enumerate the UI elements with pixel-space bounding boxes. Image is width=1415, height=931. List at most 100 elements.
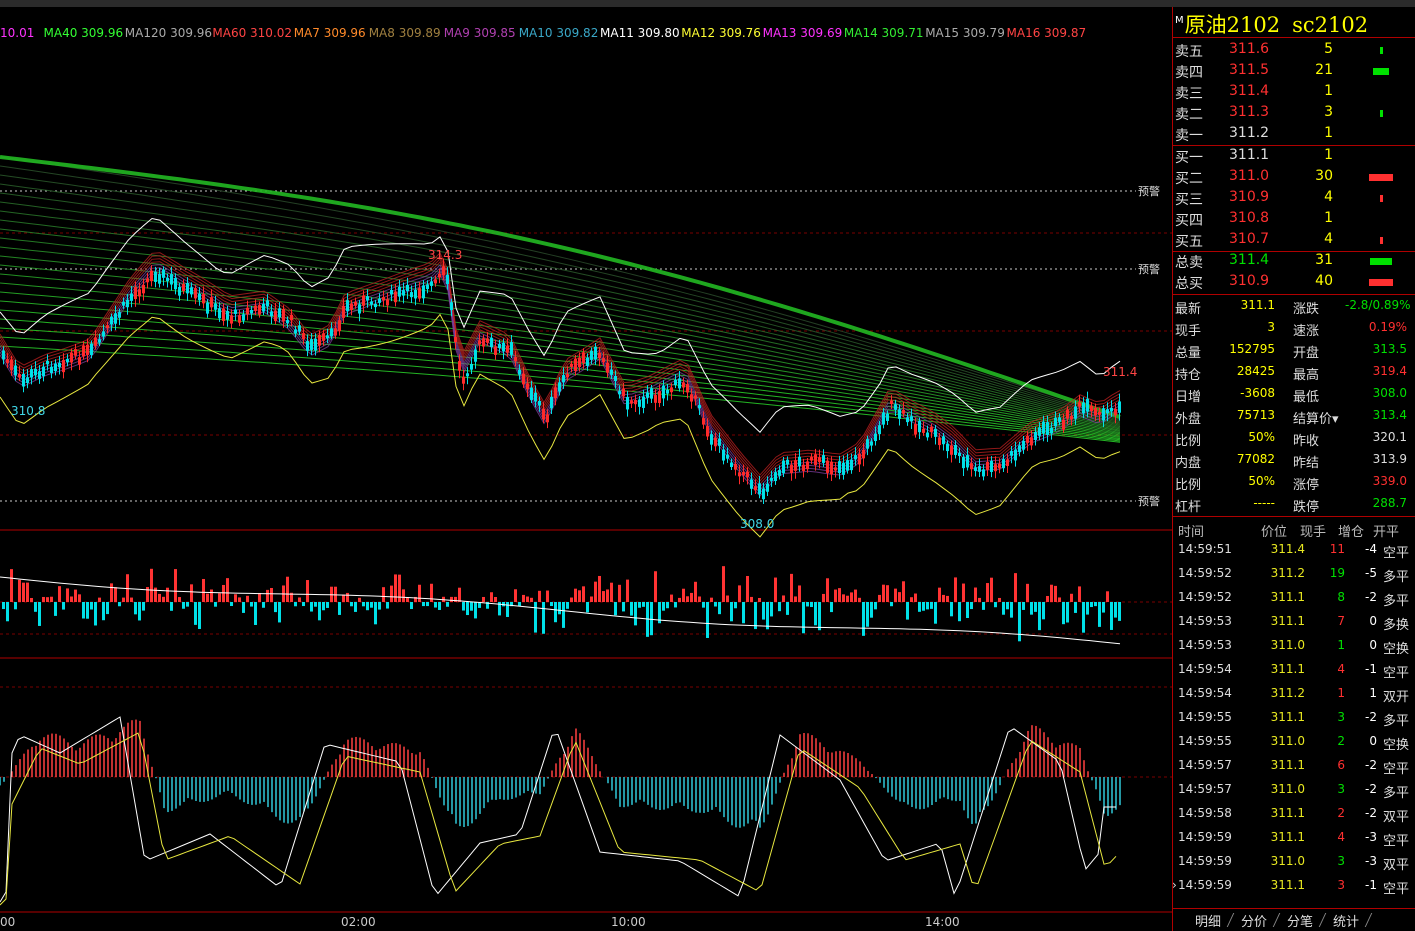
tick-volume: 1 (1337, 638, 1345, 652)
ask-row[interactable]: 卖四 311.5 21 (1173, 61, 1415, 82)
total-row[interactable]: 总卖 311.4 31 (1173, 251, 1415, 272)
tick-time: 14:59:52 (1178, 566, 1232, 580)
stat-label: 涨停 (1293, 478, 1320, 493)
tab-detail[interactable]: 明细 (1195, 911, 1221, 930)
ask-volume: 3 (1324, 104, 1333, 120)
kline-chart-area[interactable]: 10.01 MA40 309.96 MA120 309.96 MA60 310.02 M… (0, 7, 1172, 931)
ask-row[interactable]: 卖五 311.6 5 (1173, 40, 1415, 61)
ask-row[interactable]: 卖一 311.2 1 (1173, 124, 1415, 145)
tab-statistics[interactable]: 统计 (1333, 911, 1359, 930)
low-price-label: 308.0 (740, 517, 774, 531)
tick-oi-change: -2 (1365, 590, 1377, 604)
bid-volume-bar (1379, 237, 1383, 244)
total-price: 311.4 (1229, 252, 1270, 268)
ma-legend-item: MA40 309.96 (44, 26, 124, 40)
tick-price: 311.1 (1270, 878, 1305, 892)
tick-oi-change: 0 (1369, 614, 1377, 628)
tab-price-distribution[interactable]: 分价 (1241, 911, 1267, 930)
tick-row[interactable]: 14:59:55 311.0 2 0 空换 (1173, 730, 1415, 754)
tick-row[interactable]: 14:59:59 311.0 3 -3 双平 (1173, 850, 1415, 874)
tick-row[interactable]: 14:59:52 311.2 19 -5 多平 (1173, 562, 1415, 586)
tick-header-price: 价位 (1261, 525, 1288, 540)
ma-legend-item: 10.01 (0, 26, 34, 40)
bid-row[interactable]: 买四 310.8 1 (1173, 209, 1415, 230)
tick-price: 311.1 (1270, 830, 1305, 844)
stat-label: 最新 (1175, 302, 1202, 317)
tick-time: 14:59:51 (1178, 542, 1232, 556)
bid-label: 买一 (1175, 150, 1203, 166)
tick-oi-change: -3 (1365, 830, 1377, 844)
total-label: 总卖 (1175, 255, 1203, 271)
alert-label-2[interactable]: 预警 (1138, 262, 1160, 276)
stat-label: 最低 (1293, 390, 1320, 405)
stat-label: 开盘 (1293, 346, 1320, 361)
stat-row: 外盘 75713 结算价▾ 313.4 (1173, 406, 1415, 428)
tick-row[interactable]: 14:59:59 311.1 4 -3 空平 (1173, 826, 1415, 850)
tick-price: 311.4 (1270, 542, 1305, 556)
tick-row[interactable]: 14:59:51 311.4 11 -4 空平 (1173, 538, 1415, 562)
tick-header-volume: 现手 (1300, 525, 1327, 540)
total-row[interactable]: 总买 310.9 40 (1173, 272, 1415, 293)
tick-type: 双平 (1383, 858, 1410, 873)
tick-type: 空换 (1383, 738, 1410, 753)
panel-tabs: 明细 分价 分笔 统计 (1173, 908, 1415, 931)
high-price-label: 314.3 (428, 248, 462, 262)
ask-label: 卖四 (1175, 65, 1203, 81)
tick-volume: 2 (1337, 734, 1345, 748)
tick-volume: 3 (1337, 854, 1345, 868)
tick-row[interactable]: 14:59:54 311.2 1 1 双开 (1173, 682, 1415, 706)
tick-price: 311.0 (1270, 734, 1305, 748)
tick-row[interactable]: 14:59:53 311.1 7 0 多换 (1173, 610, 1415, 634)
tick-row[interactable]: 14:59:55 311.1 3 -2 多平 (1173, 706, 1415, 730)
total-volume: 40 (1315, 273, 1333, 289)
macd-pane (0, 716, 1121, 906)
ma-legend-item: MA16 309.87 (1007, 26, 1087, 40)
total-price: 310.9 (1229, 273, 1270, 289)
tick-time: 14:59:59 (1178, 830, 1232, 844)
stat-value: 308.0 (1372, 386, 1407, 400)
alert-label-3[interactable]: 预警 (1138, 494, 1160, 508)
tick-row[interactable]: 14:59:57 311.1 6 -2 空平 (1173, 754, 1415, 778)
stat-row: 最新 311.1 涨跌 -2.8/0.89% (1173, 296, 1415, 318)
stat-value: 311.1 (1240, 298, 1275, 312)
ask-row[interactable]: 卖三 311.4 1 (1173, 82, 1415, 103)
stat-label: 涨跌 (1293, 302, 1320, 317)
window-top-bar (0, 0, 1415, 7)
ma-legend-item: MA15 309.79 (925, 26, 1005, 40)
tab-trades[interactable]: 分笔 (1287, 911, 1313, 930)
tick-row[interactable]: 14:59:53 311.0 1 0 空换 (1173, 634, 1415, 658)
left-low-price-label: 310.8 (11, 404, 45, 418)
time-axis: 00 02:00 10:00 14:00 (0, 915, 960, 929)
alert-label-1[interactable]: 预警 (1138, 184, 1160, 198)
divider (1173, 37, 1415, 38)
ask-row[interactable]: 卖二 311.3 3 (1173, 103, 1415, 124)
tick-row[interactable]: 14:59:54 311.1 4 -1 空平 (1173, 658, 1415, 682)
tick-row[interactable]: 14:59:58 311.1 2 -2 双平 (1173, 802, 1415, 826)
bid-label: 买四 (1175, 213, 1203, 229)
bid-volume-bar (1379, 195, 1383, 202)
ask-label: 卖一 (1175, 128, 1203, 144)
bid-row[interactable]: 买三 310.9 4 (1173, 188, 1415, 209)
ask-label: 卖三 (1175, 86, 1203, 102)
tick-row[interactable]: 14:59:59 311.1 3 -1 空平 › (1172, 874, 1415, 898)
tick-volume: 19 (1329, 566, 1345, 580)
tick-row[interactable]: 14:59:57 311.0 3 -2 多平 (1173, 778, 1415, 802)
bid-row[interactable]: 买二 311.0 30 (1173, 167, 1415, 188)
tick-header-change: 增仓 (1338, 525, 1365, 540)
bid-price: 311.0 (1229, 168, 1270, 184)
tick-row[interactable]: 14:59:52 311.1 8 -2 多平 (1173, 586, 1415, 610)
contract-code: sc2102 (1292, 13, 1369, 37)
stat-value: 339.0 (1372, 474, 1407, 488)
bid-row[interactable]: 买一 311.1 1 (1173, 146, 1415, 167)
ma-legend-item: MA11 309.80 (600, 26, 680, 40)
tick-type: 多平 (1383, 714, 1410, 729)
stat-label: 现手 (1175, 324, 1202, 339)
contract-title[interactable]: M原油2102 sc2102 (1175, 9, 1368, 39)
divider (1173, 516, 1415, 517)
tick-oi-change: -3 (1365, 854, 1377, 868)
tick-price: 311.0 (1270, 782, 1305, 796)
stat-label: 总量 (1175, 346, 1202, 361)
bid-row[interactable]: 买五 310.7 4 (1173, 230, 1415, 251)
tick-volume: 3 (1337, 878, 1345, 892)
ask-volume: 5 (1324, 41, 1333, 57)
